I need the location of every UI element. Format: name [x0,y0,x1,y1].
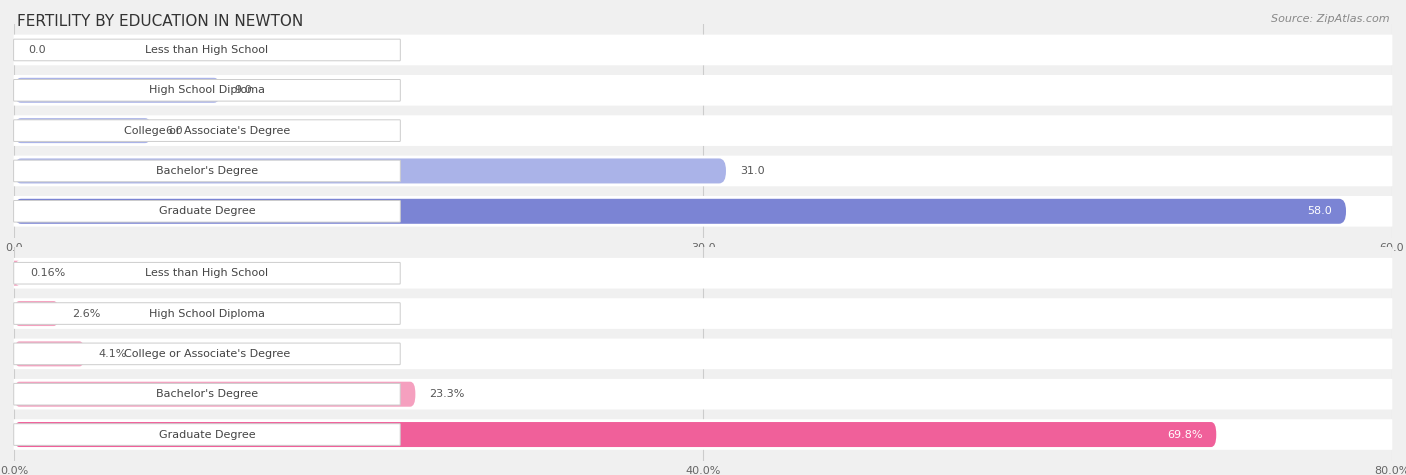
Text: FERTILITY BY EDUCATION IN NEWTON: FERTILITY BY EDUCATION IN NEWTON [17,14,304,29]
Text: Less than High School: Less than High School [145,45,269,55]
Text: 0.0: 0.0 [28,45,45,55]
Text: 69.8%: 69.8% [1167,429,1202,439]
FancyBboxPatch shape [14,379,1392,409]
Text: 4.1%: 4.1% [98,349,127,359]
FancyBboxPatch shape [14,196,1392,227]
FancyBboxPatch shape [14,199,1346,224]
Text: Graduate Degree: Graduate Degree [159,429,256,439]
FancyBboxPatch shape [14,156,1392,186]
Text: Graduate Degree: Graduate Degree [159,206,256,216]
FancyBboxPatch shape [14,298,1392,329]
Text: High School Diploma: High School Diploma [149,309,264,319]
FancyBboxPatch shape [14,75,1392,105]
Text: 6.0: 6.0 [166,125,183,136]
FancyBboxPatch shape [11,261,20,286]
FancyBboxPatch shape [14,262,401,284]
FancyBboxPatch shape [14,382,415,407]
FancyBboxPatch shape [14,115,1392,146]
Text: Source: ZipAtlas.com: Source: ZipAtlas.com [1271,14,1389,24]
FancyBboxPatch shape [14,78,221,103]
Text: High School Diploma: High School Diploma [149,86,264,95]
FancyBboxPatch shape [14,258,1392,288]
Text: Bachelor's Degree: Bachelor's Degree [156,389,259,399]
Text: 2.6%: 2.6% [73,309,101,319]
FancyBboxPatch shape [14,79,401,101]
FancyBboxPatch shape [14,343,401,365]
Text: College or Associate's Degree: College or Associate's Degree [124,349,290,359]
Text: 23.3%: 23.3% [429,389,464,399]
Text: Less than High School: Less than High School [145,268,269,278]
Text: College or Associate's Degree: College or Associate's Degree [124,125,290,136]
FancyBboxPatch shape [14,159,725,183]
Text: 31.0: 31.0 [740,166,765,176]
FancyBboxPatch shape [14,422,1216,447]
FancyBboxPatch shape [14,35,1392,65]
FancyBboxPatch shape [14,419,1392,450]
FancyBboxPatch shape [14,424,401,446]
Text: 0.16%: 0.16% [31,268,66,278]
Text: 9.0: 9.0 [235,86,252,95]
FancyBboxPatch shape [14,120,401,142]
FancyBboxPatch shape [14,301,59,326]
FancyBboxPatch shape [14,118,152,143]
FancyBboxPatch shape [14,383,401,405]
FancyBboxPatch shape [14,303,401,324]
FancyBboxPatch shape [14,200,401,222]
FancyBboxPatch shape [14,160,401,182]
FancyBboxPatch shape [14,39,401,61]
Text: 58.0: 58.0 [1308,206,1333,216]
FancyBboxPatch shape [14,339,1392,369]
FancyBboxPatch shape [14,342,84,366]
Text: Bachelor's Degree: Bachelor's Degree [156,166,259,176]
